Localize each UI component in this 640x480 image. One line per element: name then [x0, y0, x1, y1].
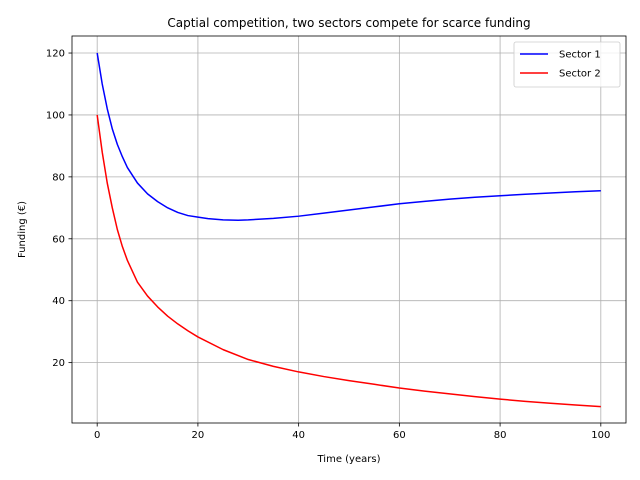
- y-tick-label: 20: [52, 358, 65, 369]
- grid-lines: [72, 36, 626, 423]
- series-line-1: [96, 52, 601, 221]
- legend-label-2: Sector 2: [559, 69, 601, 80]
- y-tick-label: 40: [52, 296, 65, 307]
- y-tick-label: 120: [46, 49, 65, 60]
- series-line-2: [96, 114, 601, 408]
- x-tick-label: 40: [292, 430, 305, 441]
- plot-area: [96, 52, 601, 408]
- x-tick-label: 60: [393, 430, 406, 441]
- y-tick-label: 60: [52, 234, 65, 245]
- y-axis-label: Funding (€): [17, 201, 28, 258]
- x-tick-label: 0: [94, 430, 100, 441]
- x-axis-label: Time (years): [317, 454, 381, 465]
- x-tick-label: 20: [192, 430, 205, 441]
- axes-frame: [71, 35, 627, 424]
- chart-title: Captial competition, two sectors compete…: [167, 16, 530, 30]
- legend: Sector 1 Sector 2: [513, 41, 621, 88]
- y-tick-label: 80: [52, 172, 65, 183]
- y-tick-label: 100: [46, 110, 65, 121]
- legend-label-1: Sector 1: [559, 50, 601, 61]
- axis-ticks: 0 20 40 60 80 100 20 40 60 80 100 120: [46, 49, 610, 441]
- x-tick-label: 80: [494, 430, 507, 441]
- x-tick-label: 100: [591, 430, 610, 441]
